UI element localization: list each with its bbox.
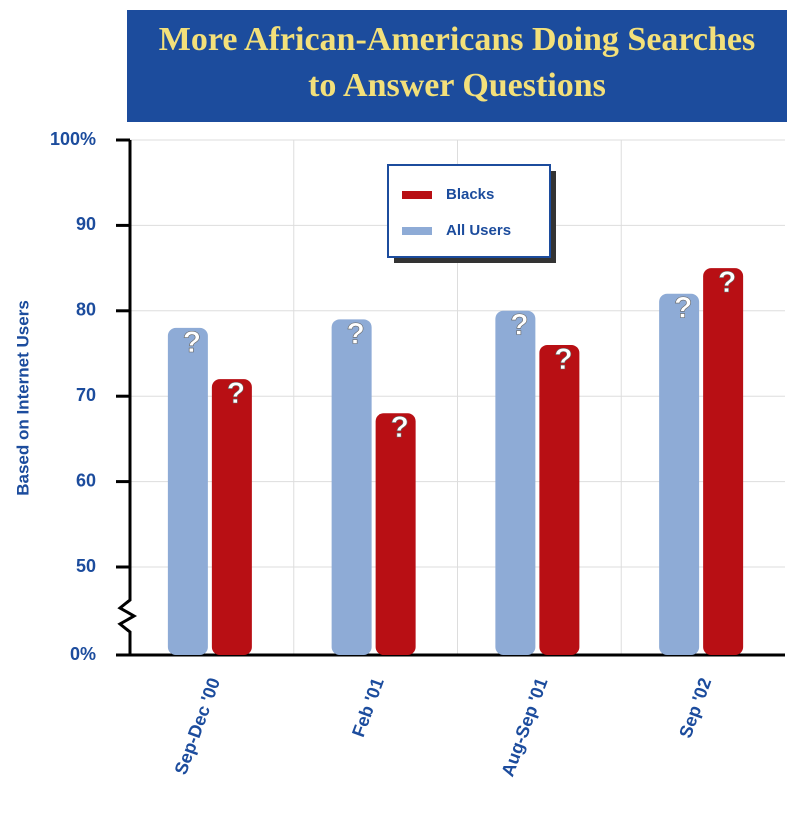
bar-icon: ? [674, 292, 692, 325]
y-tick-label: 50 [76, 556, 96, 576]
x-tick-label: Sep '02 [675, 675, 715, 740]
x-tick-label: Feb '01 [348, 675, 388, 739]
bar [539, 344, 580, 655]
chart-title: More African-Americans Doing Searches to … [159, 21, 755, 104]
bar [167, 327, 208, 655]
legend: Blacks All Users [387, 164, 556, 263]
legend-swatch [402, 227, 432, 235]
legend-label: Blacks [446, 186, 494, 203]
y-tick-label: 90 [76, 214, 96, 234]
x-tick-label: Aug-Sep '01 [497, 675, 551, 779]
bar-icon: ? [510, 309, 528, 342]
bar [211, 379, 252, 655]
y-axis [117, 140, 138, 655]
y-tick-label: 80 [76, 300, 96, 320]
y-axis-label: Based on Internet Users [13, 300, 32, 496]
bar [375, 413, 416, 655]
y-tick-label: 100% [50, 129, 96, 149]
legend-swatch [402, 191, 432, 199]
legend-label: All Users [446, 222, 511, 239]
bar [331, 319, 372, 655]
legend-box [387, 164, 551, 258]
x-tick-label: Sep-Dec '00 [171, 675, 224, 777]
title-box [127, 10, 787, 122]
bar-icon: ? [554, 343, 572, 376]
y-tick-label: 70 [76, 385, 96, 405]
bar-icon: ? [390, 411, 408, 444]
y-tick-label: 60 [76, 470, 96, 490]
bar [659, 293, 700, 655]
bar-icon: ? [227, 377, 245, 410]
y-tick-label: 0% [70, 644, 96, 664]
bar [495, 310, 536, 655]
bar-icon: ? [718, 266, 736, 299]
bar [703, 268, 744, 655]
bar-icon: ? [346, 317, 364, 350]
bar-icon: ? [183, 326, 201, 359]
